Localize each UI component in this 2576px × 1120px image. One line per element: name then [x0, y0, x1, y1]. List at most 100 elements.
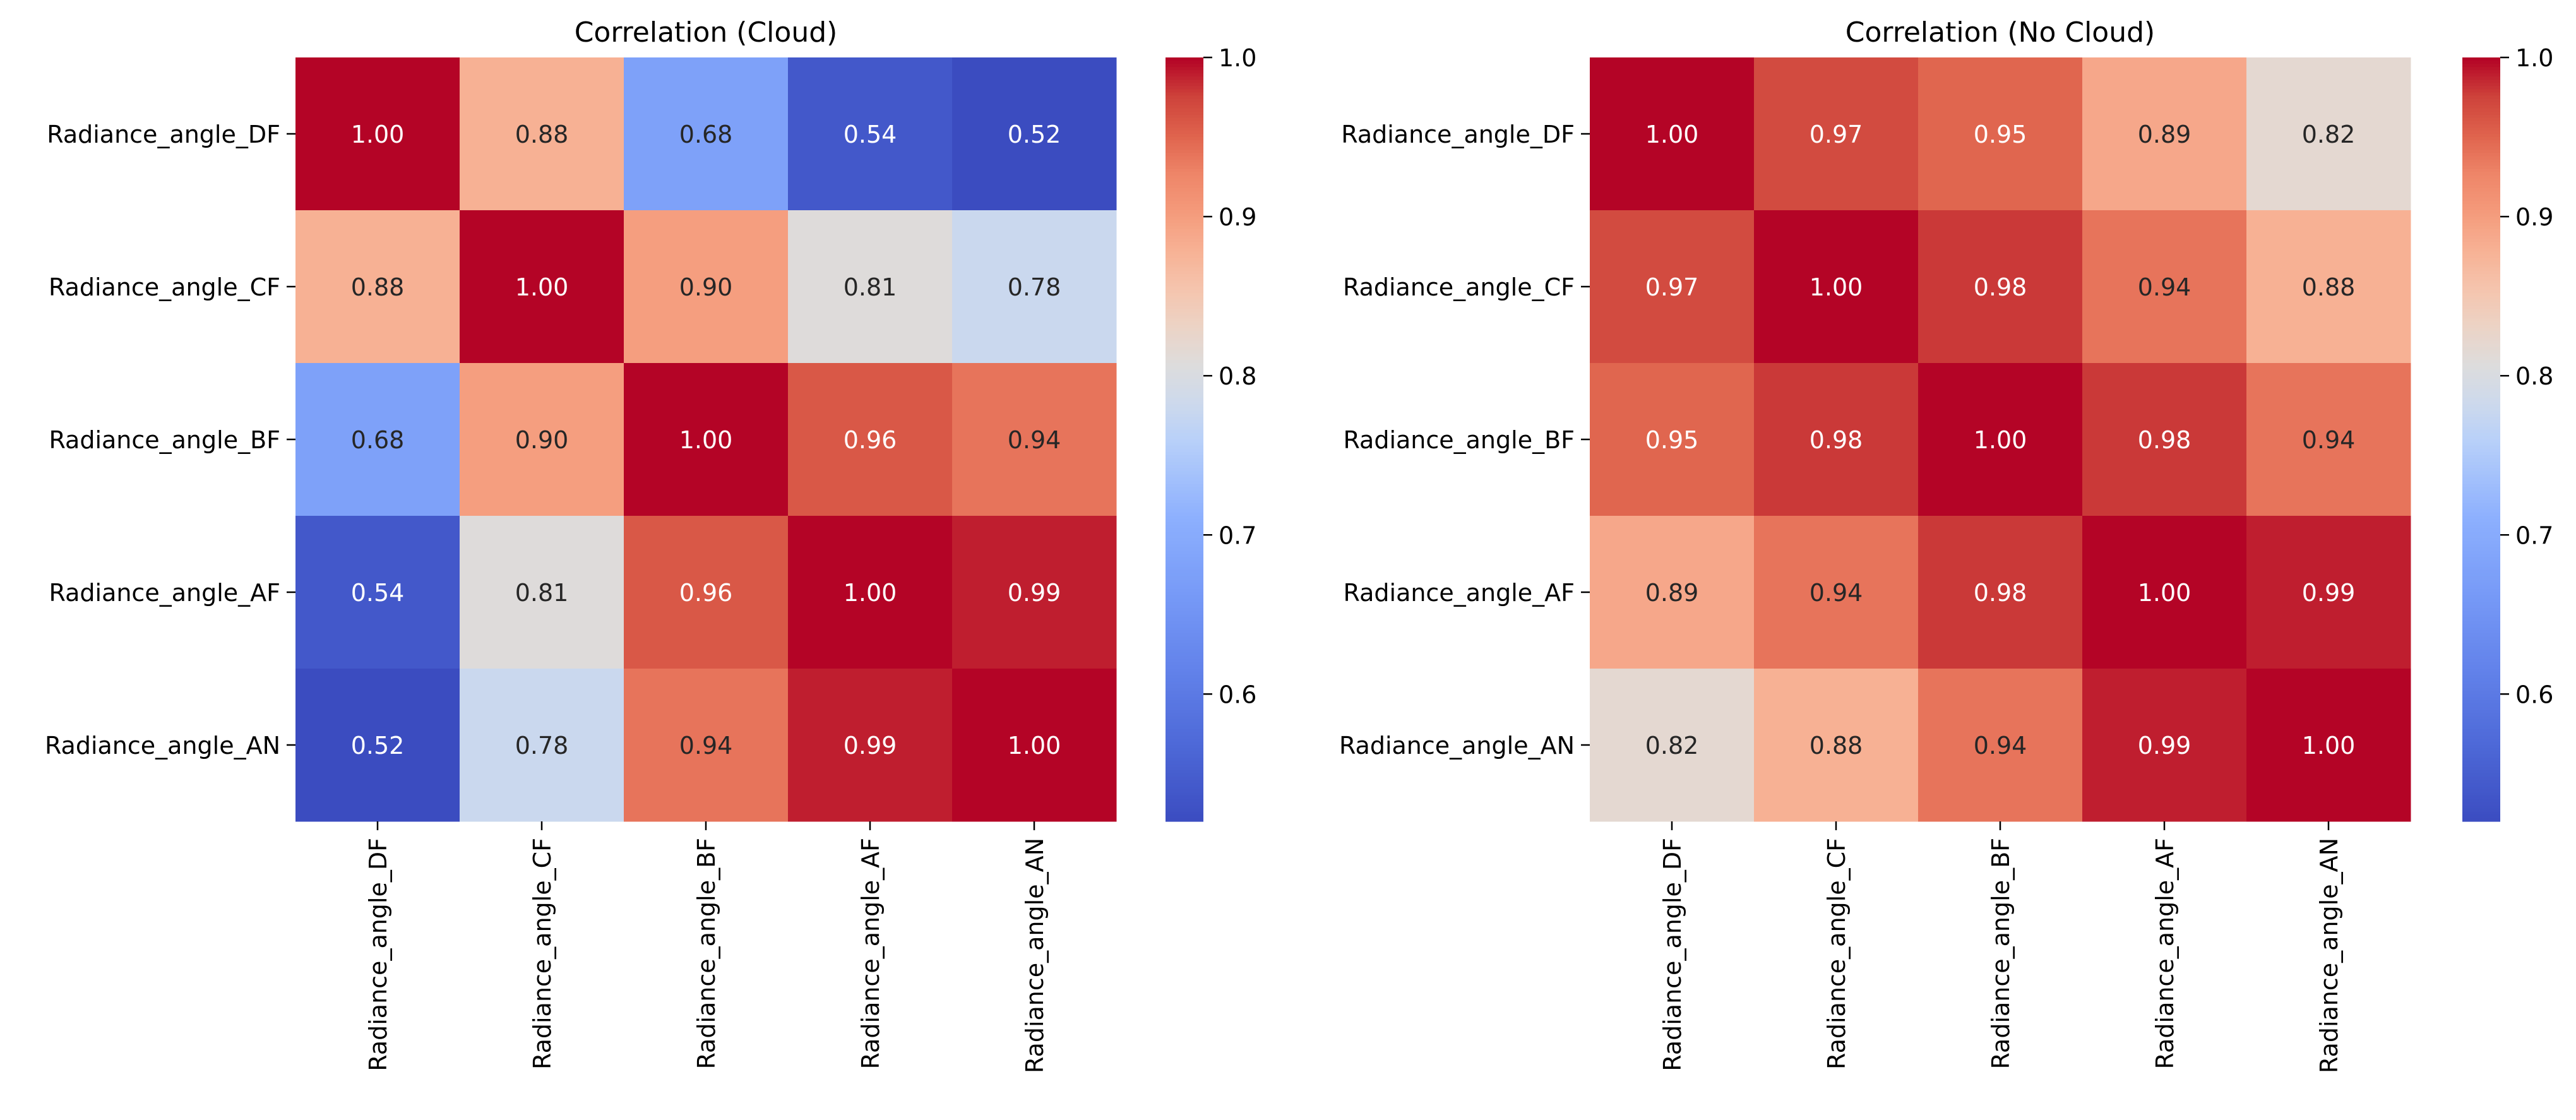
- colorbar-gradient-segment: [2462, 811, 2500, 816]
- colorbar-gradient-segment: [1166, 811, 1203, 816]
- colorbar-gradient-segment: [2462, 372, 2500, 376]
- colorbar-gradient-segment: [2462, 165, 2500, 170]
- x-tick-label: Radiance_angle_AN: [2315, 838, 2343, 1073]
- colorbar-gradient-segment: [1166, 649, 1203, 653]
- colorbar-gradient-segment: [2462, 376, 2500, 379]
- colorbar-gradient-segment: [2462, 299, 2500, 303]
- heatmap-cell: [624, 669, 789, 822]
- cell-value-label: 1.00: [1645, 121, 1699, 148]
- colorbar-gradient-segment: [1166, 633, 1203, 638]
- colorbar-gradient-segment: [1166, 544, 1203, 549]
- colorbar-gradient-segment: [1166, 188, 1203, 192]
- colorbar-gradient-segment: [1166, 786, 1203, 790]
- colorbar-gradient-segment: [1166, 745, 1203, 749]
- colorbar-gradient-segment: [1166, 722, 1203, 727]
- colorbar-tick-label: 0.8: [2515, 362, 2553, 390]
- colorbar-gradient-segment: [2462, 557, 2500, 561]
- colorbar-gradient-segment: [1166, 462, 1203, 465]
- colorbar-gradient-segment: [1166, 206, 1203, 211]
- colorbar-gradient-segment: [1166, 258, 1203, 262]
- colorbar-gradient-segment: [1166, 194, 1203, 198]
- colorbar-gradient-segment: [2462, 795, 2500, 800]
- colorbar-gradient-segment: [2462, 239, 2500, 243]
- colorbar-gradient-segment: [2462, 410, 2500, 415]
- colorbar-gradient-segment: [2462, 379, 2500, 383]
- colorbar-gradient-segment: [1166, 417, 1203, 421]
- colorbar-gradient-segment: [1166, 706, 1203, 711]
- x-tick-label: Radiance_angle_CF: [528, 838, 556, 1069]
- colorbar-gradient-segment: [2462, 426, 2500, 431]
- colorbar-gradient-segment: [2462, 325, 2500, 329]
- colorbar-gradient-segment: [1166, 404, 1203, 408]
- heatmap-cell: [1918, 210, 2083, 364]
- colorbar-gradient-segment: [1166, 376, 1203, 379]
- colorbar-gradient-segment: [2462, 764, 2500, 768]
- colorbar-gradient-segment: [2462, 429, 2500, 434]
- colorbar-gradient-segment: [1166, 732, 1203, 736]
- colorbar-gradient-segment: [1166, 197, 1203, 201]
- colorbar-gradient-segment: [2462, 283, 2500, 287]
- colorbar-gradient-segment: [2462, 134, 2500, 138]
- cell-value-label: 1.00: [1008, 732, 1061, 760]
- colorbar-gradient-segment: [2462, 655, 2500, 660]
- colorbar-gradient-segment: [1166, 366, 1203, 370]
- heatmap-cell: [788, 363, 953, 516]
- colorbar-gradient-segment: [1166, 391, 1203, 396]
- colorbar-gradient-segment: [1166, 401, 1203, 405]
- colorbar-gradient-segment: [2462, 802, 2500, 806]
- colorbar-gradient-segment: [1166, 398, 1203, 402]
- colorbar-gradient-segment: [1166, 114, 1203, 119]
- colorbar-gradient-segment: [2462, 669, 2500, 672]
- colorbar-gradient-segment: [2462, 735, 2500, 739]
- colorbar-gradient-segment: [2462, 576, 2500, 580]
- y-tick-label: Radiance_angle_DF: [1341, 121, 1575, 148]
- heatmap-cell: [2246, 516, 2411, 669]
- cell-value-label: 0.88: [2302, 273, 2356, 301]
- colorbar-gradient-segment: [2462, 95, 2500, 100]
- colorbar-gradient-segment: [2462, 490, 2500, 494]
- colorbar-gradient-segment: [1166, 143, 1203, 147]
- colorbar-gradient-segment: [2462, 146, 2500, 150]
- colorbar-gradient-segment: [1166, 611, 1203, 615]
- colorbar-gradient-segment: [2462, 401, 2500, 405]
- colorbar-gradient-segment: [2462, 328, 2500, 332]
- colorbar-gradient-segment: [2462, 617, 2500, 621]
- cell-value-label: 1.00: [351, 121, 405, 148]
- cell-value-label: 0.52: [351, 732, 405, 760]
- colorbar-gradient-segment: [1166, 150, 1203, 153]
- colorbar-gradient-segment: [1166, 153, 1203, 157]
- colorbar-gradient-segment: [1166, 554, 1203, 558]
- colorbar-tick-label: 1.0: [2515, 44, 2553, 72]
- colorbar-gradient-segment: [2462, 312, 2500, 316]
- heatmap-cell: [1918, 669, 2083, 822]
- colorbar-gradient-segment: [2462, 124, 2500, 128]
- colorbar-gradient-segment: [1166, 608, 1203, 612]
- colorbar-gradient-segment: [2462, 636, 2500, 641]
- colorbar-gradient-segment: [1166, 509, 1203, 513]
- colorbar-gradient-segment: [1166, 655, 1203, 660]
- colorbar-gradient-segment: [1166, 710, 1203, 714]
- heatmap-cell: [1754, 516, 1919, 669]
- heatmap-cell: [295, 363, 460, 516]
- colorbar-gradient-segment: [2462, 302, 2500, 306]
- colorbar-gradient-segment: [2462, 725, 2500, 730]
- colorbar-gradient-segment: [2462, 277, 2500, 281]
- colorbar-gradient-segment: [2462, 535, 2500, 539]
- colorbar-gradient-segment: [2462, 681, 2500, 685]
- colorbar-gradient-segment: [1166, 210, 1203, 214]
- colorbar-gradient-segment: [1166, 703, 1203, 708]
- colorbar-gradient-segment: [1166, 605, 1203, 609]
- colorbar-gradient-segment: [1166, 725, 1203, 730]
- colorbar-gradient-segment: [2462, 172, 2500, 176]
- colorbar-gradient-segment: [1166, 499, 1203, 504]
- colorbar-gradient-segment: [1166, 592, 1203, 596]
- colorbar-gradient-segment: [2462, 353, 2500, 357]
- colorbar-gradient-segment: [2462, 67, 2500, 71]
- colorbar-gradient-segment: [2462, 503, 2500, 507]
- colorbar-gradient-segment: [1166, 662, 1203, 666]
- heatmap-cell: [624, 210, 789, 364]
- colorbar-gradient-segment: [2462, 363, 2500, 367]
- colorbar-gradient-segment: [2462, 554, 2500, 558]
- colorbar-gradient-segment: [1166, 293, 1203, 297]
